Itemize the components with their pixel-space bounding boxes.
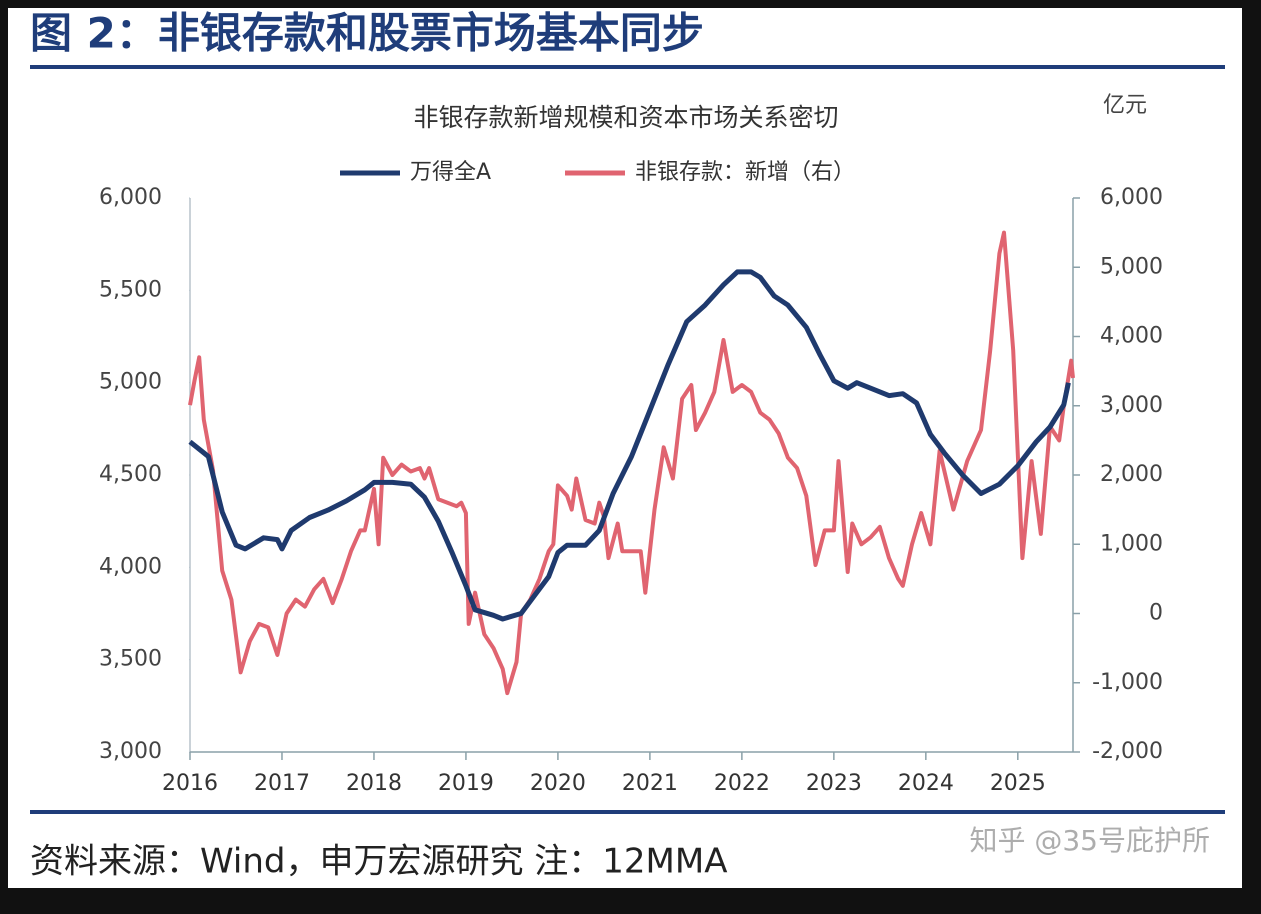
y2-tick-label: 5,000 — [1100, 254, 1163, 279]
x-tick-label: 2019 — [438, 771, 494, 796]
x-tick-label: 2016 — [162, 771, 218, 796]
x-tick-label: 2022 — [714, 771, 770, 796]
source-note: 资料来源：Wind，申万宏源研究 注：12MMA — [30, 842, 727, 882]
chart-title: 非银存款新增规模和资本市场关系密切 — [413, 103, 838, 132]
footer-rule — [30, 810, 1225, 814]
legend-label: 非银存款：新增（右） — [635, 160, 855, 185]
y2-tick-label: 3,000 — [1100, 393, 1163, 418]
x-tick-label: 2025 — [990, 771, 1046, 796]
y-tick-label: 6,000 — [99, 185, 162, 210]
y-tick-label: 4,500 — [99, 462, 162, 487]
watermark: 知乎 @35号庇护所 — [969, 824, 1210, 857]
y-tick-label: 4,000 — [99, 554, 162, 579]
y2-unit: 亿元 — [1103, 93, 1147, 118]
y2-tick-label: 1,000 — [1100, 531, 1163, 556]
header-rule — [30, 65, 1225, 69]
x-tick-label: 2020 — [530, 771, 586, 796]
y2-tick-label: 6,000 — [1100, 185, 1163, 210]
series-line — [188, 269, 1071, 622]
y-tick-label: 3,500 — [99, 647, 162, 672]
header-title: 图 2：非银存款和股票市场基本同步 — [30, 9, 704, 58]
series-line — [188, 230, 1075, 696]
y2-tick-label: -1,000 — [1092, 670, 1163, 695]
x-tick-label: 2017 — [254, 771, 310, 796]
legend-label: 万得全A — [410, 160, 491, 185]
x-tick-label: 2024 — [898, 771, 954, 796]
y-tick-label: 3,000 — [99, 739, 162, 764]
background — [8, 8, 1242, 888]
y2-tick-label: -2,000 — [1092, 739, 1163, 764]
y2-tick-label: 4,000 — [1100, 324, 1163, 349]
y-tick-label: 5,500 — [99, 277, 162, 302]
x-tick-label: 2018 — [346, 771, 402, 796]
x-tick-label: 2021 — [622, 771, 678, 796]
y-tick-label: 5,000 — [99, 370, 162, 395]
y2-tick-label: 0 — [1149, 601, 1163, 626]
x-tick-label: 2023 — [806, 771, 862, 796]
y2-tick-label: 2,000 — [1100, 462, 1163, 487]
